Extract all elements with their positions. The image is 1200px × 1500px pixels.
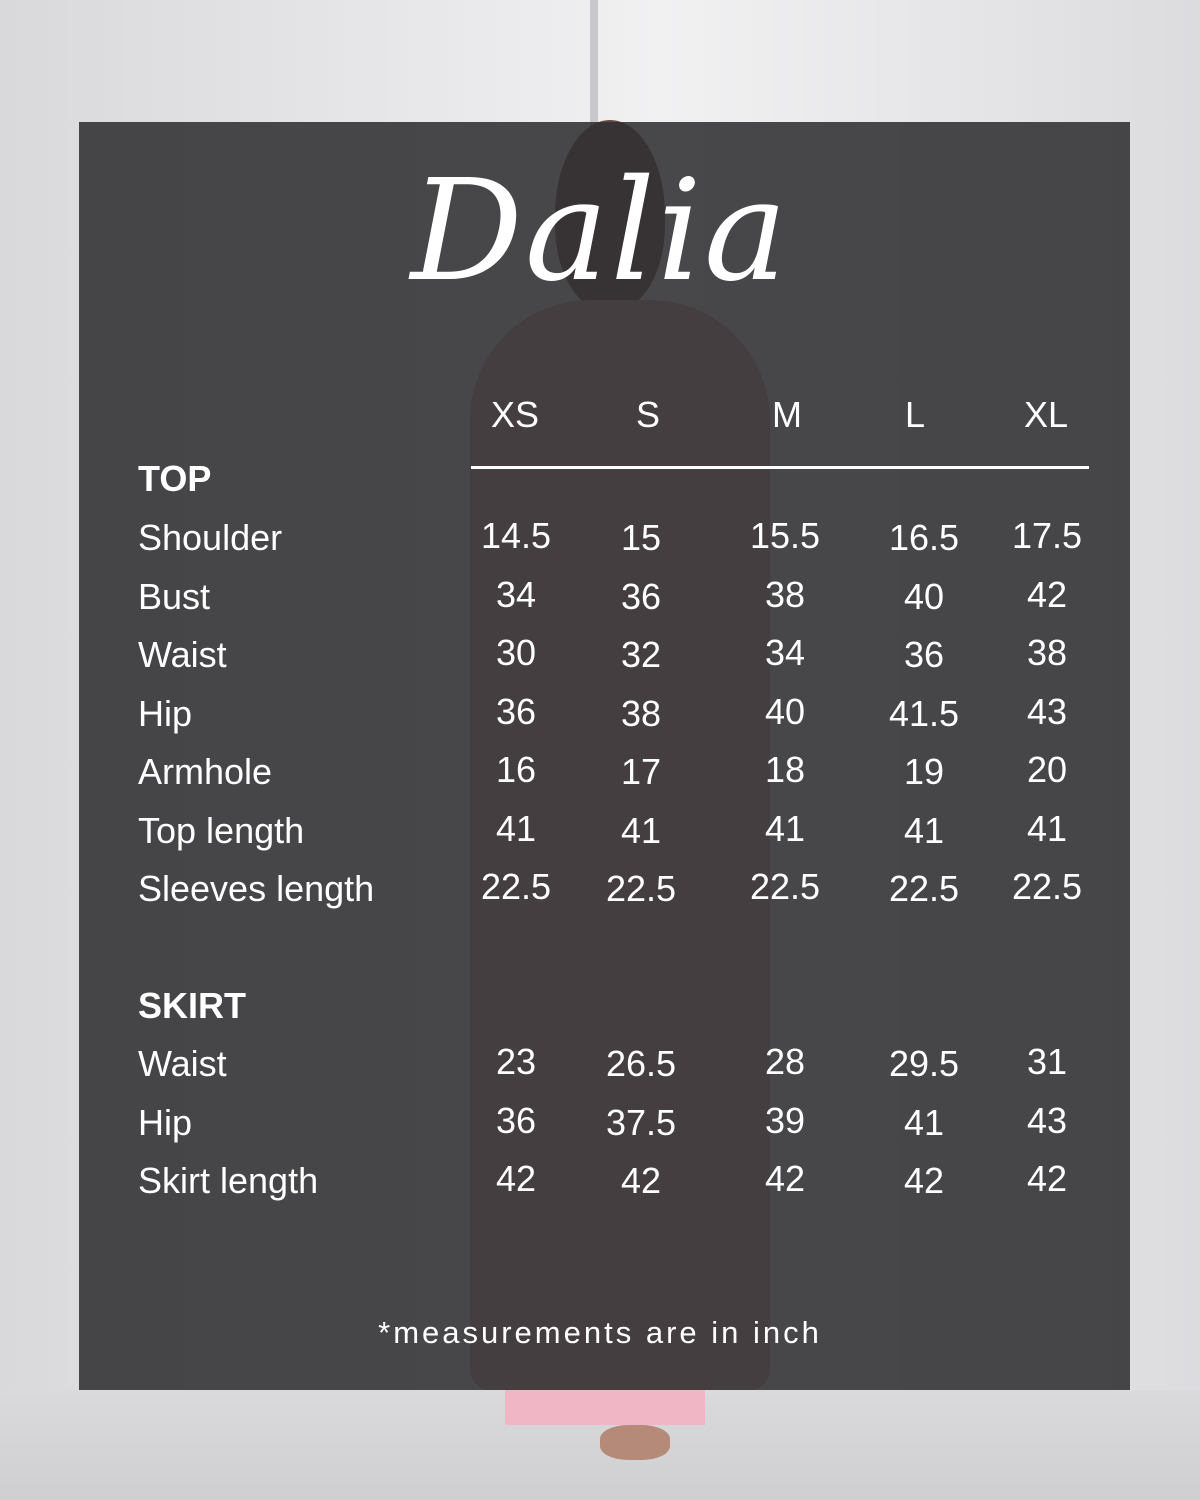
measurement-value: 22.5	[888, 868, 960, 909]
measurement-label: Hip	[138, 1101, 193, 1143]
measurement-value: 38	[620, 692, 662, 734]
measurement-value: 41	[1026, 807, 1068, 849]
measurement-value: 22.5	[605, 868, 677, 909]
measurement-value: 14.5	[480, 515, 552, 556]
measurement-label: Top length	[138, 809, 305, 851]
measurement-value: 42	[620, 1160, 662, 1201]
measurement-value: 38	[764, 573, 806, 615]
measurement-value: 32	[620, 634, 662, 675]
measurement-label: Sleeves length	[138, 868, 375, 909]
measurement-label: Skirt length	[138, 1160, 319, 1201]
measurement-value: 36	[495, 1099, 537, 1141]
measurement-value: 43	[1026, 1099, 1068, 1141]
measurement-value: 38	[1026, 632, 1068, 673]
measurement-label: Waist	[138, 634, 227, 675]
measurement-value: 30	[495, 632, 537, 673]
measurement-value: 41	[903, 1101, 945, 1143]
measurement-value: 16	[495, 749, 537, 790]
size-header-m: M	[772, 394, 802, 435]
measurement-value: 41	[764, 807, 806, 849]
product-title: Dalia	[410, 150, 790, 313]
measurement-value: 23	[495, 1041, 537, 1082]
measurement-value: 41.5	[888, 692, 960, 734]
section-heading-top: TOP	[138, 458, 212, 499]
size-chart-panel	[79, 122, 1130, 1390]
measurement-value: 41	[495, 807, 537, 849]
measurement-value: 42	[495, 1158, 537, 1199]
measurement-value: 34	[764, 632, 806, 673]
header-divider	[471, 466, 1089, 469]
measurement-value: 42	[903, 1160, 945, 1201]
measurement-value: 17.5	[1011, 515, 1083, 556]
measurement-value: 22.5	[1011, 866, 1083, 907]
measurement-value: 40	[903, 575, 945, 617]
model-skirt-hem	[505, 1390, 705, 1425]
measurement-value: 15.5	[749, 515, 821, 556]
footnote: *measurements are in inch	[378, 1315, 822, 1350]
measurement-value: 34	[495, 573, 537, 615]
measurement-value: 42	[764, 1158, 806, 1199]
wall-corner	[590, 0, 598, 130]
measurement-value: 36	[620, 575, 662, 617]
measurement-value: 18	[764, 749, 806, 790]
measurement-value: 26.5	[605, 1043, 677, 1084]
measurement-value: 22.5	[749, 866, 821, 907]
measurement-value: 16.5	[888, 517, 960, 558]
measurement-value: 36	[903, 634, 945, 675]
measurement-label: Waist	[138, 1043, 227, 1084]
measurement-value: 41	[903, 809, 945, 851]
size-header-s: S	[635, 394, 661, 435]
measurement-value: 36	[495, 690, 537, 732]
measurement-label: Bust	[138, 575, 211, 617]
size-header-xs: XS	[490, 394, 540, 435]
measurement-value: 28	[764, 1041, 806, 1082]
section-heading-skirt: SKIRT	[138, 985, 246, 1026]
measurement-label: Hip	[138, 692, 193, 734]
measurement-value: 37.5	[605, 1101, 677, 1143]
measurement-value: 29.5	[888, 1043, 960, 1084]
measurement-value: 31	[1026, 1041, 1068, 1082]
measurement-value: 17	[620, 751, 662, 792]
measurement-value: 39	[764, 1099, 806, 1141]
measurement-value: 20	[1026, 749, 1068, 790]
model-feet	[600, 1425, 670, 1460]
measurement-value: 15	[620, 517, 662, 558]
measurement-value: 41	[620, 809, 662, 851]
measurement-value: 42	[1026, 1158, 1068, 1199]
measurement-label: Shoulder	[138, 517, 283, 558]
size-header-l: L	[904, 394, 926, 435]
size-header-xl: XL	[1023, 394, 1069, 435]
measurement-value: 40	[764, 690, 806, 732]
measurement-label: Armhole	[138, 751, 273, 792]
measurement-value: 22.5	[480, 866, 552, 907]
measurement-value: 43	[1026, 690, 1068, 732]
measurement-value: 19	[903, 751, 945, 792]
measurement-value: 42	[1026, 573, 1068, 615]
